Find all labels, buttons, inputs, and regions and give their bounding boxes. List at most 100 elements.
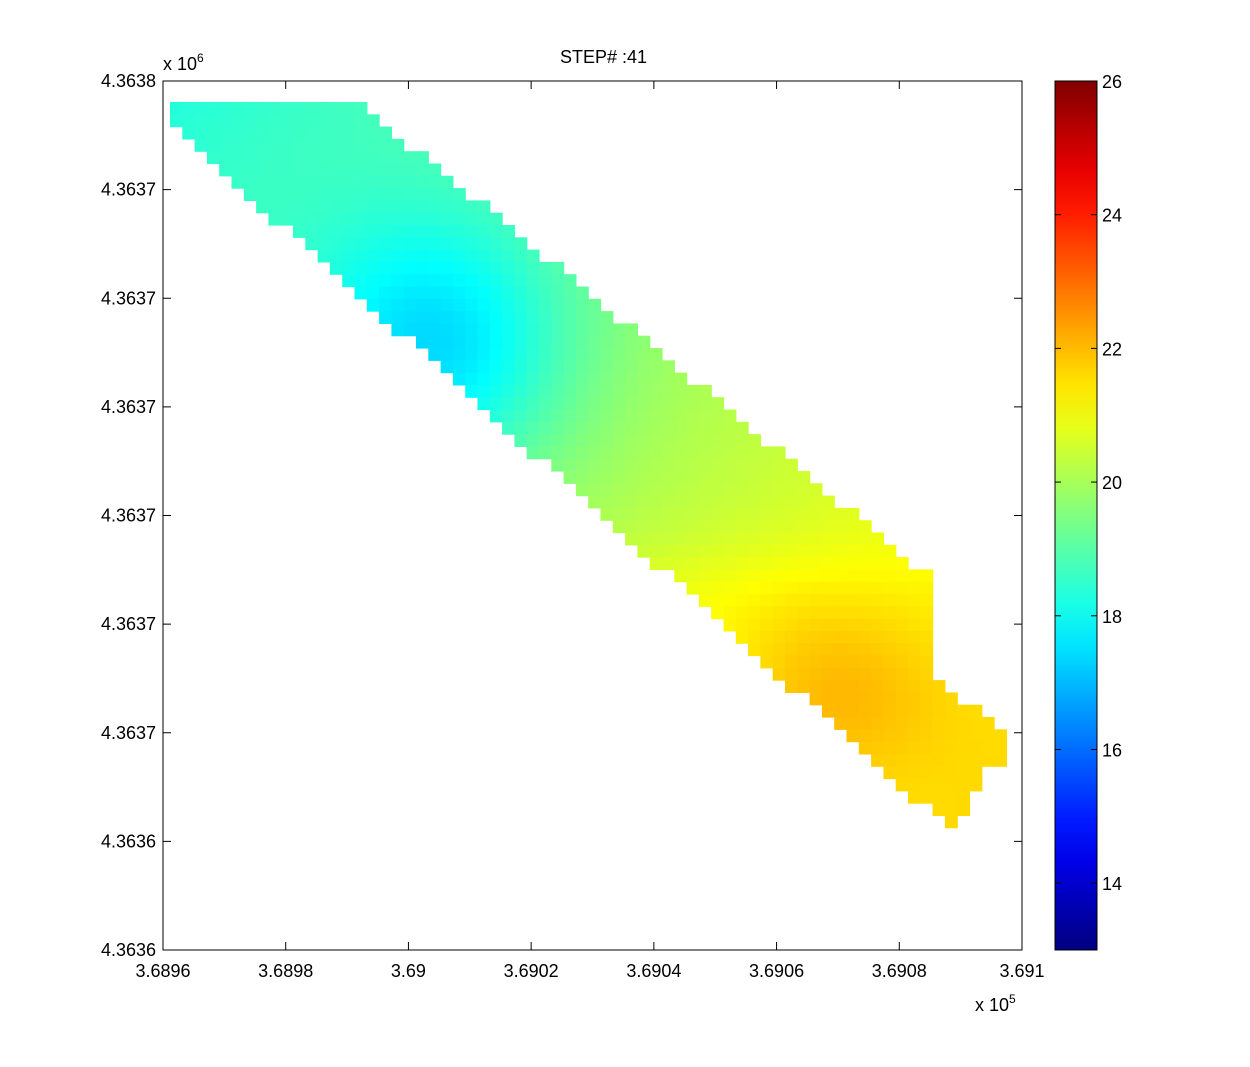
heatmap-cell	[600, 421, 614, 435]
heatmap-cell	[809, 581, 823, 595]
heatmap-cell	[908, 766, 921, 780]
heatmap-cell	[748, 507, 761, 521]
heatmap-cell	[489, 384, 503, 398]
heatmap-cell	[354, 249, 368, 263]
heatmap-cell	[723, 557, 737, 570]
heatmap-cell	[871, 606, 884, 620]
heatmap-cell	[711, 520, 725, 534]
heatmap-cell	[858, 544, 872, 558]
heatmap-cell	[243, 188, 257, 201]
heatmap-cell	[293, 212, 306, 226]
heatmap-cell	[735, 618, 749, 632]
heatmap-cell	[846, 606, 860, 620]
heatmap-cell	[354, 114, 368, 128]
heatmap-cell	[465, 372, 479, 386]
heatmap-cell	[600, 348, 614, 361]
heatmap-cell	[785, 471, 798, 484]
heatmap-cell	[674, 569, 688, 583]
heatmap-cell	[895, 569, 909, 583]
heatmap-cell	[883, 680, 897, 693]
heatmap-cell	[539, 434, 552, 447]
heatmap-cell	[674, 544, 688, 558]
heatmap-cell	[723, 434, 737, 447]
heatmap-cell	[416, 212, 429, 226]
heatmap-cell	[748, 532, 761, 546]
heatmap-cell	[600, 507, 614, 521]
heatmap-cell	[674, 409, 688, 423]
y-tick-label: 4.3638	[101, 71, 156, 91]
heatmap-cell	[625, 421, 638, 435]
heatmap-cell	[748, 434, 761, 447]
heatmap-cell	[539, 274, 552, 288]
x-tick-label: 3.691	[999, 961, 1044, 981]
heatmap-cell	[662, 458, 675, 472]
heatmap-cell	[760, 630, 774, 644]
heatmap-cell	[551, 458, 565, 472]
heatmap-cell	[637, 397, 651, 411]
heatmap-cell	[883, 667, 897, 681]
heatmap-cell	[600, 323, 614, 337]
heatmap-cell	[268, 138, 282, 152]
heatmap-cell	[489, 298, 503, 312]
heatmap-cell	[625, 348, 638, 361]
heatmap-cell	[686, 581, 700, 595]
heatmap-cell	[243, 126, 257, 140]
heatmap-cell	[809, 692, 823, 706]
heatmap-cell	[871, 544, 884, 558]
heatmap-cell	[637, 471, 651, 484]
heatmap-cell	[637, 384, 651, 398]
heatmap-cell	[231, 102, 245, 115]
heatmap-cell	[908, 667, 921, 681]
heatmap-cell	[502, 397, 515, 411]
heatmap-cell	[625, 458, 638, 472]
heatmap-cell	[625, 434, 638, 447]
heatmap-cell	[785, 594, 798, 607]
heatmap-cell	[206, 126, 220, 140]
heatmap-cell	[317, 151, 331, 165]
heatmap-cell	[514, 372, 528, 386]
heatmap-cell	[588, 384, 602, 398]
heatmap-cell	[748, 495, 761, 509]
heatmap-cell	[354, 188, 368, 201]
heatmap-cell	[944, 704, 958, 718]
heatmap-cell	[686, 458, 700, 472]
heatmap-cell	[748, 471, 761, 484]
heatmap-cell	[280, 114, 294, 128]
heatmap-cell	[723, 421, 737, 435]
heatmap-cell	[243, 138, 257, 152]
heatmap-cell	[416, 225, 429, 238]
heatmap-cell	[305, 237, 319, 251]
heatmap-cell	[797, 507, 811, 521]
heatmap-cell	[821, 557, 835, 570]
heatmap-cell	[662, 372, 675, 386]
heatmap-cell	[502, 237, 515, 251]
heatmap-cell	[329, 175, 343, 189]
heatmap-cell	[489, 212, 503, 226]
heatmap-cell	[662, 397, 675, 411]
y-axis: 4.3638 4.3637 4.3637 4.3637 4.3637 4.3637 4.36…	[101, 71, 1022, 960]
heatmap-cell	[379, 311, 392, 324]
heatmap-cell	[846, 667, 860, 681]
heatmap-cell	[612, 434, 626, 447]
heatmap-cell	[428, 274, 442, 288]
heatmap-cell	[760, 483, 774, 497]
heatmap-cell	[305, 163, 319, 177]
heatmap-cell	[895, 704, 909, 718]
heatmap-cell	[686, 397, 700, 411]
heatmap-cell	[821, 630, 835, 644]
heatmap-cell	[182, 114, 196, 128]
heatmap-cell	[772, 643, 786, 657]
heatmap-cell	[871, 692, 884, 706]
heatmap-cell	[379, 151, 392, 165]
heatmap-cell	[526, 261, 540, 275]
heatmap-cell	[219, 126, 233, 140]
heatmap-cell	[563, 434, 577, 447]
heatmap-cell	[662, 409, 675, 423]
heatmap-cell	[440, 237, 454, 251]
heatmap-cell	[354, 175, 368, 189]
heatmap-cell	[957, 803, 971, 816]
heatmap-cell	[883, 704, 897, 718]
x-tick-label: 3.6898	[258, 961, 313, 981]
heatmap-cell	[612, 397, 626, 411]
heatmap-cell	[698, 397, 712, 411]
